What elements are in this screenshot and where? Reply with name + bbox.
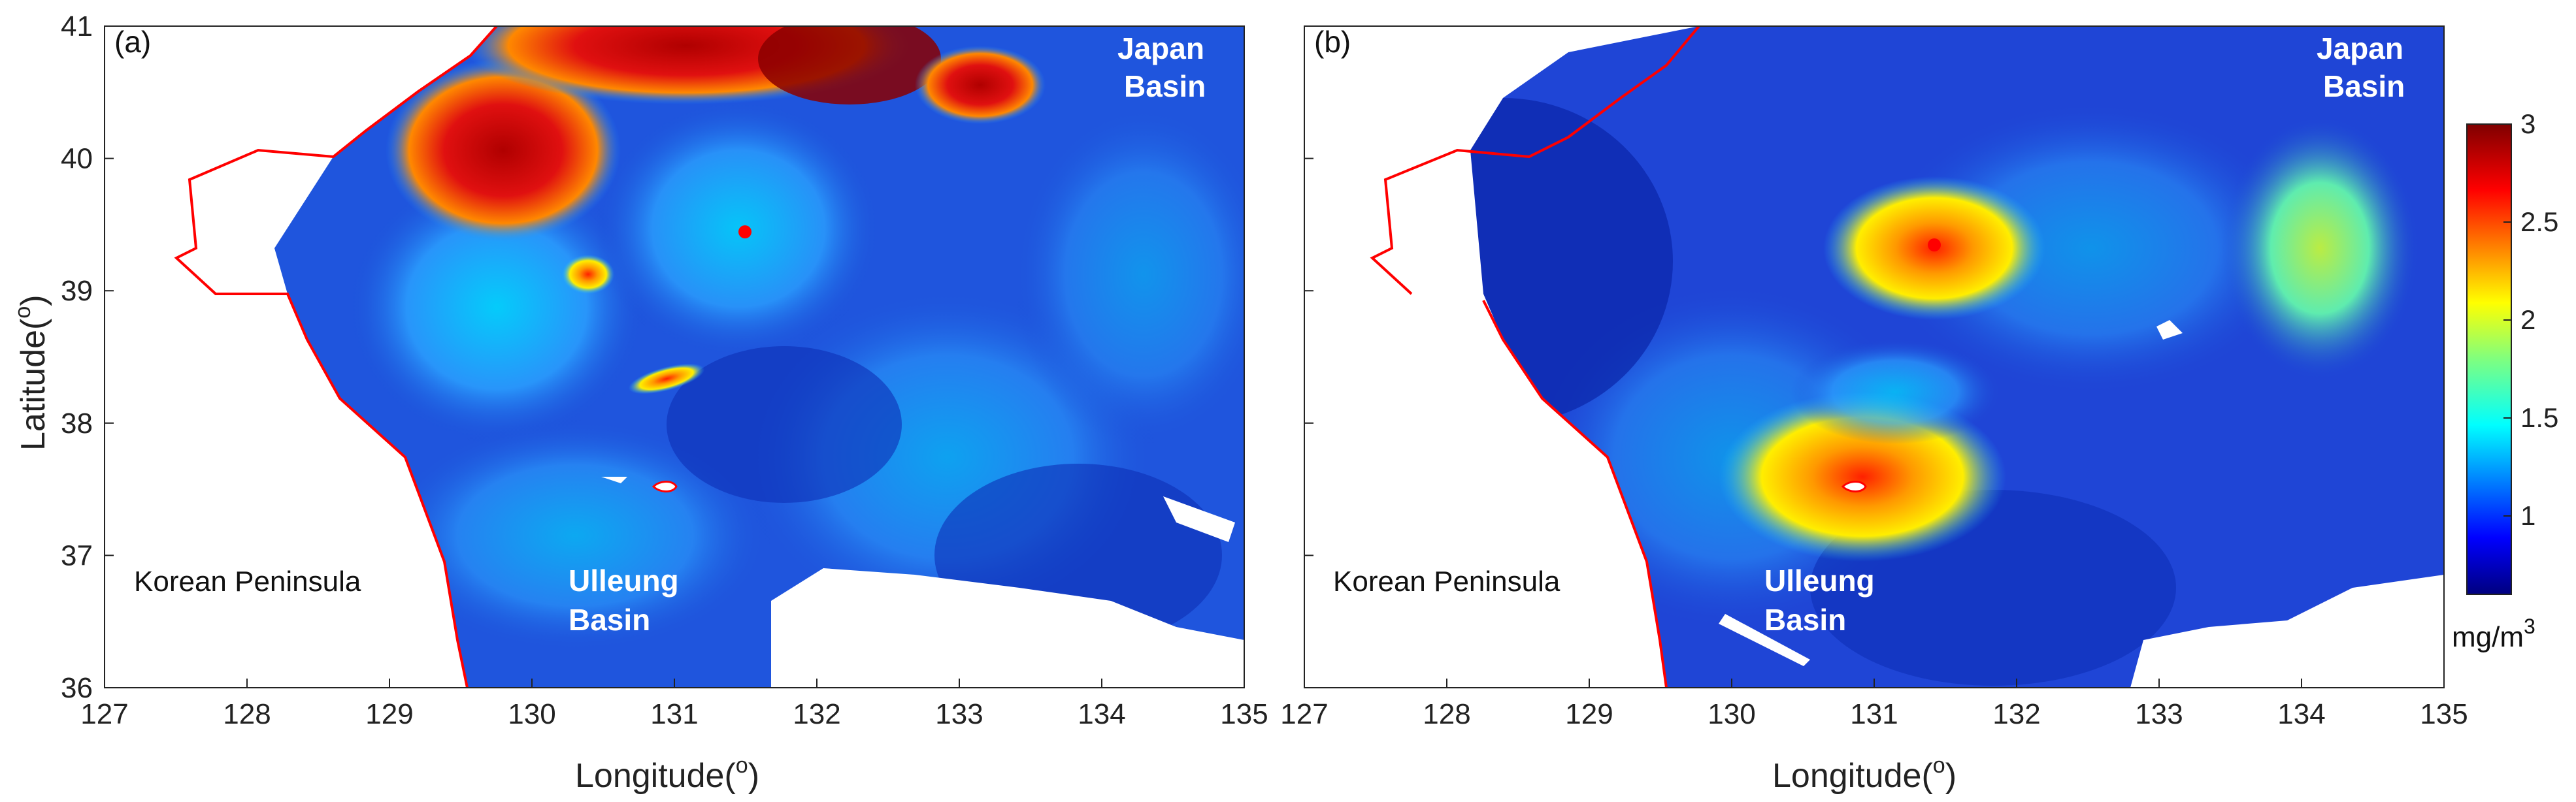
x-tick-label: 135 [1220, 698, 1268, 730]
x-tick-label: 131 [650, 698, 698, 730]
x-tick-label: 131 [1850, 698, 1898, 730]
land-japan-b [2130, 575, 2444, 688]
y-tick-label: 41 [61, 10, 93, 42]
y-tick-label: 40 [61, 143, 93, 175]
x-axis-degree-a: o [736, 753, 748, 778]
label-japan-b-1: Japan [2317, 31, 2403, 65]
x-axis-close-a: ) [748, 757, 759, 795]
x-axis-title-a-text: Longitude( [575, 757, 736, 795]
x-tick-label: 128 [223, 698, 271, 730]
land-japan-a [771, 568, 1244, 688]
label-ulleung-b-2: Basin [1764, 603, 1846, 637]
x-tick-label: 127 [1280, 698, 1328, 730]
x-tick-label: 129 [365, 698, 413, 730]
colorbar-tick-label: 1.5 [2520, 402, 2558, 433]
x-tick-label: 132 [793, 698, 840, 730]
colorbar: 32.521.51 mg/m3 [2452, 108, 2558, 653]
x-tick-label: 130 [508, 698, 555, 730]
panel-label-a: (a) [114, 25, 151, 59]
colorbar-unit-text: mg/m [2452, 621, 2524, 653]
label-ulleung-b-1: Ulleung [1764, 564, 1875, 598]
y-axis-title: Latitude(o) [10, 295, 52, 451]
y-axis-title-text: Latitude( [14, 318, 52, 451]
x-tick-label: 132 [1992, 698, 2040, 730]
x-axis-title-b-text: Longitude( [1772, 757, 1933, 795]
x-axis-title-a: Longitude(o) [575, 753, 759, 795]
x-tick-label: 133 [2135, 698, 2183, 730]
x-tick-label: 134 [1078, 698, 1125, 730]
y-axis-degree: o [10, 306, 35, 319]
coastline-b [1482, 300, 1668, 688]
x-axis-close-b: ) [1945, 757, 1957, 795]
land-korea [105, 26, 497, 688]
panel-b: (b) Korean Peninsula Ulleung Basin Japan… [1304, 25, 2445, 688]
y-tick-label: 36 [61, 672, 93, 704]
colorbar-tick-label: 3 [2520, 108, 2535, 139]
colorbar-unit: mg/m3 [2452, 615, 2535, 653]
x-tick-label: 135 [2420, 698, 2468, 730]
panel-a: (a) Korean Peninsula Ulleung Basin Japan… [104, 25, 1245, 688]
label-japan-a-2: Basin [1124, 69, 1206, 103]
y-tick-label: 37 [61, 539, 93, 571]
colorbar-tick-label: 2 [2520, 304, 2535, 335]
colorbar-gradient [2466, 123, 2512, 595]
y-tick-label: 38 [61, 408, 93, 440]
colorbar-ticks: 3 2.5 2 1.5 1 [2503, 108, 2558, 531]
label-ulleung-a-2: Basin [569, 603, 650, 637]
label-japan-a-1: Japan [1117, 31, 1204, 65]
land-korea-b [1304, 26, 1699, 688]
label-japan-b-2: Basin [2323, 69, 2405, 103]
label-korean-peninsula-b: Korean Peninsula [1333, 566, 1560, 598]
label-ulleung-a-1: Ulleung [569, 564, 679, 598]
x-tick-label: 129 [1565, 698, 1613, 730]
axis-ticks: 127 128 129 130 131 132 133 134 135 36 37 38 39 40 41 1… [61, 10, 2468, 730]
y-tick-label: 39 [61, 275, 93, 307]
coastline-a [174, 26, 498, 688]
x-tick-label: 133 [935, 698, 983, 730]
x-axis-degree-b: o [1933, 753, 1945, 778]
colorbar-tick-label: 1 [2520, 500, 2535, 531]
x-tick-label: 134 [2277, 698, 2325, 730]
x-tick-label: 127 [80, 698, 128, 730]
colorbar-unit-sup: 3 [2524, 615, 2535, 638]
panel-label-b: (b) [1314, 25, 1351, 59]
x-tick-label: 128 [1423, 698, 1470, 730]
label-korean-peninsula-a: Korean Peninsula [134, 566, 361, 598]
colorbar-tick-label: 2.5 [2520, 206, 2558, 237]
y-axis-close: ) [14, 295, 52, 306]
x-tick-label: 130 [1708, 698, 1755, 730]
x-axis-title-b: Longitude(o) [1772, 753, 1957, 795]
